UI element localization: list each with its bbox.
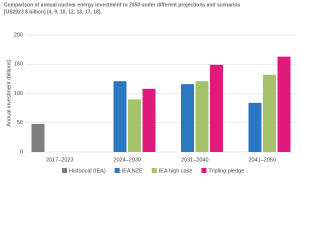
chart-title: Comparison of annual nuclear energy inve…: [4, 2, 240, 8]
chart: Comparison of annual nuclear energy inve…: [4, 2, 296, 174]
bar: [142, 88, 156, 152]
x-tick-label: 2017–2023: [46, 157, 74, 163]
bar: [113, 81, 127, 152]
y-tick-label: 200: [14, 32, 23, 38]
bar: [277, 56, 291, 152]
legend-swatch: [201, 168, 207, 173]
y-tick-label: 50: [17, 120, 23, 126]
bar: [248, 102, 262, 152]
legend-label: IEA high case: [159, 168, 193, 174]
legend-swatch: [151, 168, 157, 173]
bar: [263, 74, 276, 152]
legend-label: Historical (IEA): [69, 168, 106, 174]
legend-label: IEA NZE: [122, 168, 143, 174]
bar: [195, 81, 209, 152]
chart-title: [US2023 $ billion] [4, 9, 10, 12, 13, 17…: [4, 9, 102, 15]
x-tick-label: 2041–2050: [248, 157, 276, 163]
x-tick-label: 2024–2030: [113, 157, 141, 163]
page: Comparison of annual nuclear energy inve…: [4, 2, 296, 175]
bar: [128, 99, 141, 152]
bar: [210, 64, 223, 152]
legend-swatch: [114, 168, 120, 173]
bar: [181, 84, 194, 152]
y-tick-label: 100: [14, 91, 23, 97]
y-tick-label: 150: [14, 62, 23, 68]
x-tick-label: 2031–2040: [181, 157, 209, 163]
legend-label: Tripling pledge: [208, 168, 244, 174]
legend-swatch: [62, 168, 67, 173]
y-tick-label: 0: [20, 149, 23, 155]
y-axis-label: Annual investment (billions): [6, 59, 12, 126]
bar: [31, 123, 45, 152]
